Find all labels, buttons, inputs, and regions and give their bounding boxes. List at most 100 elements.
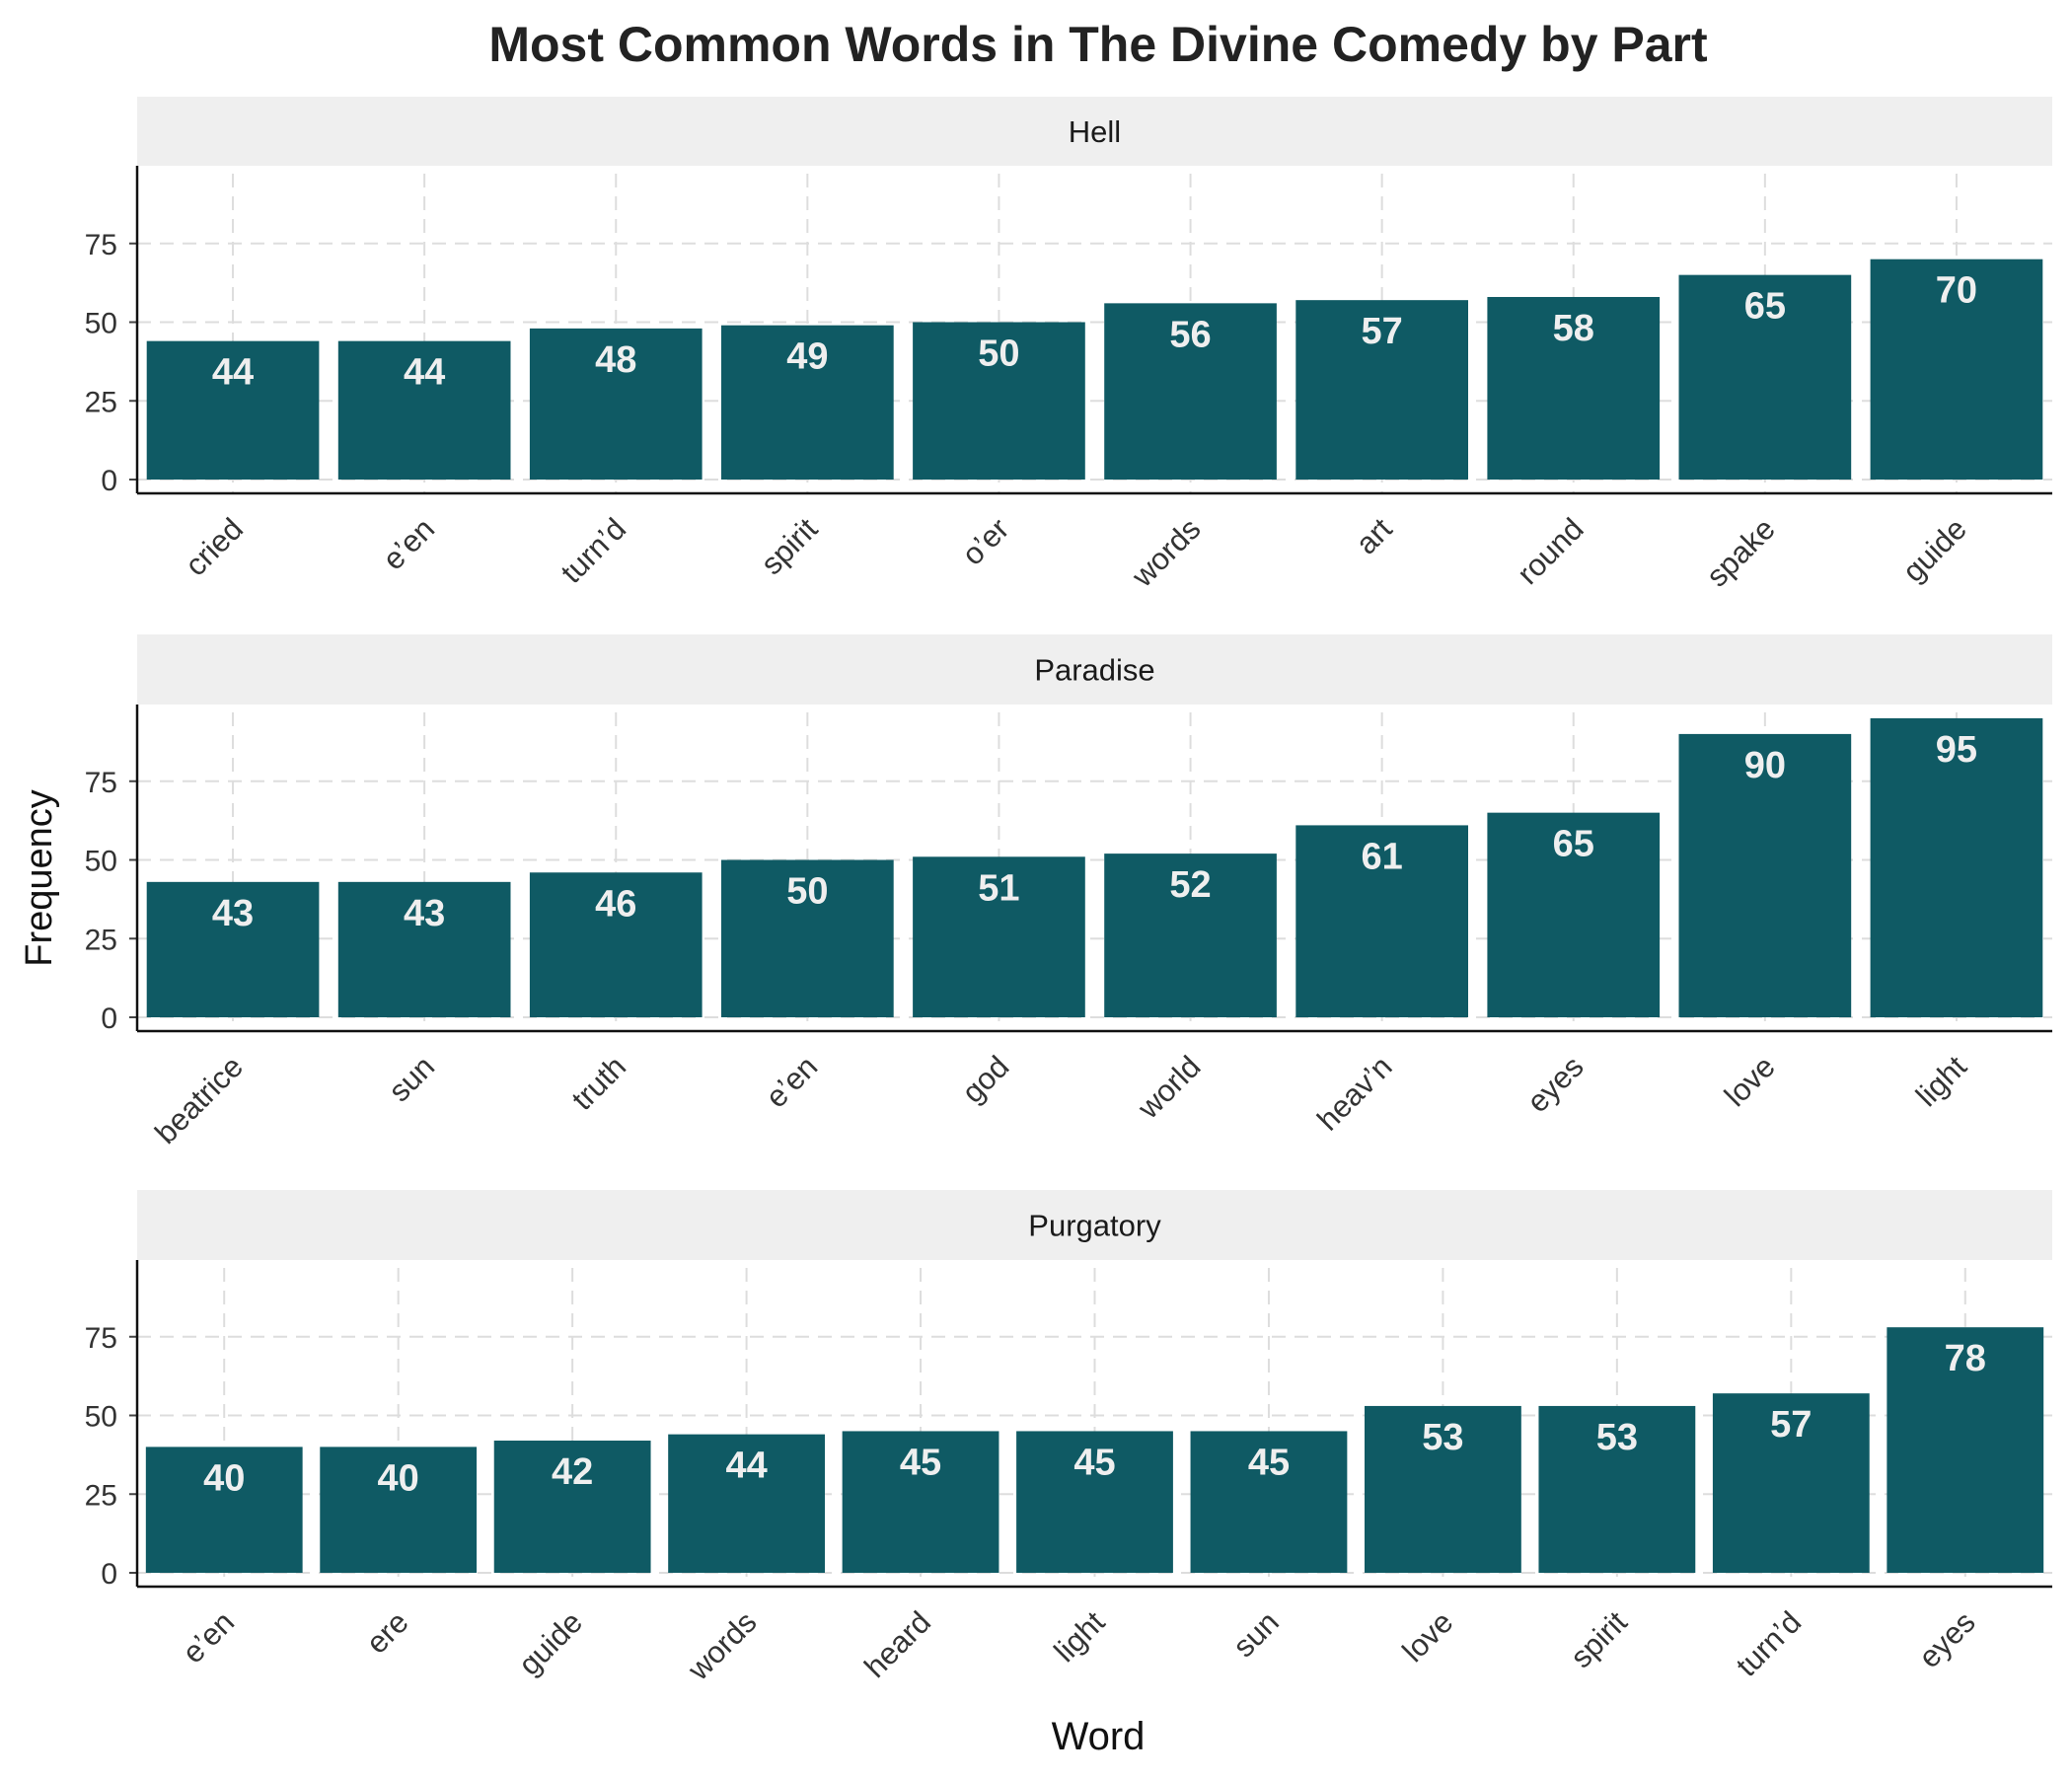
bar-value-label: 45: [900, 1442, 941, 1483]
bar: [913, 856, 1085, 1017]
facet-strip: [137, 1190, 2052, 1260]
bar: [1678, 733, 1852, 1017]
facet-strip: [137, 97, 2052, 166]
bar: [1870, 259, 2043, 480]
bar: [1104, 303, 1277, 480]
bar: [337, 881, 511, 1017]
bar-value-label: 45: [1073, 1442, 1115, 1483]
bar-value-label: 53: [1596, 1417, 1638, 1458]
x-tick-label: words: [1125, 511, 1208, 594]
x-tick-label: spirit: [754, 511, 824, 581]
x-tick-label: spake: [1700, 511, 1782, 593]
bar-value-label: 44: [725, 1446, 767, 1487]
bar: [1887, 1327, 2044, 1573]
facets: Hell 0 25 50 75 44 cried 44 e’en 48 turn’d 49 spirit…: [85, 97, 2052, 1687]
bar: [1487, 812, 1661, 1017]
bar-value-label: 44: [212, 352, 254, 394]
bar: [721, 859, 894, 1017]
chart-title: Most Common Words in The Divine Comedy b…: [488, 17, 1708, 72]
bar-value-label: 48: [595, 339, 636, 381]
x-tick-label: god: [955, 1049, 1015, 1109]
x-tick-label: love: [1718, 1049, 1782, 1113]
y-axis-label: Frequency: [19, 789, 60, 967]
y-tick-label: 75: [85, 229, 117, 261]
bar: [1678, 274, 1852, 480]
bar: [337, 340, 511, 480]
bar-value-label: 51: [978, 867, 1019, 909]
facet-hell: Hell 0 25 50 75 44 cried 44 e’en 48 turn’d 49 spirit…: [85, 97, 2052, 594]
x-tick-label: beatrice: [148, 1049, 250, 1150]
facet-strip-label: Purgatory: [1028, 1209, 1161, 1243]
x-tick-label: e’en: [759, 1049, 824, 1114]
bar: [1190, 1431, 1348, 1573]
x-tick-label: heav’n: [1310, 1049, 1398, 1137]
bar-value-label: 49: [786, 336, 828, 378]
x-tick-label: spirit: [1564, 1604, 1634, 1674]
x-tick-label: world: [1131, 1049, 1208, 1126]
bar: [146, 881, 320, 1017]
y-tick-label: 0: [101, 1002, 117, 1035]
x-tick-label: turn’d: [1730, 1604, 1809, 1683]
bar-value-label: 52: [1169, 864, 1211, 906]
bar: [1016, 1431, 1173, 1573]
bar: [529, 872, 703, 1017]
bar-value-label: 65: [1744, 286, 1786, 328]
bar: [1295, 300, 1468, 480]
bar: [913, 322, 1085, 480]
bar-value-label: 57: [1362, 311, 1403, 352]
x-tick-label: light: [1047, 1604, 1111, 1669]
x-tick-label: turn’d: [555, 511, 633, 590]
x-tick-label: e’en: [376, 511, 441, 576]
bar: [320, 1447, 478, 1573]
bar: [668, 1434, 825, 1573]
x-tick-label: art: [1349, 511, 1399, 561]
x-tick-label: words: [681, 1604, 764, 1687]
y-tick-label: 25: [85, 386, 117, 418]
bar-value-label: 57: [1770, 1404, 1812, 1446]
facet-strip: [137, 634, 2052, 705]
facet-paradise: Paradise 0 25 50 75 43 beatrice 43 sun 46 truth 50 e…: [85, 634, 2052, 1150]
x-tick-label: sun: [382, 1049, 441, 1108]
bar-value-label: 45: [1248, 1442, 1290, 1483]
bar: [1870, 717, 2043, 1017]
y-tick-label: 75: [85, 1322, 117, 1355]
bar: [1538, 1405, 1696, 1573]
bar-value-label: 43: [404, 893, 445, 934]
bar-value-label: 61: [1362, 836, 1403, 877]
bar-value-label: 78: [1945, 1338, 1986, 1379]
y-tick-label: 50: [85, 1401, 117, 1434]
bar-value-label: 44: [404, 352, 445, 394]
bar-value-label: 53: [1422, 1417, 1463, 1458]
bar-value-label: 90: [1744, 745, 1786, 786]
bar: [493, 1441, 651, 1573]
y-tick-label: 25: [85, 1479, 117, 1512]
y-tick-label: 25: [85, 924, 117, 956]
facet-strip-label: Hell: [1069, 114, 1121, 149]
bar: [146, 340, 320, 480]
x-tick-label: cried: [179, 511, 250, 582]
x-tick-label: guide: [512, 1604, 589, 1681]
bar: [1295, 825, 1468, 1017]
y-tick-label: 50: [85, 308, 117, 340]
bar: [1104, 853, 1277, 1017]
x-tick-label: e’en: [176, 1604, 241, 1670]
bar: [1712, 1393, 1870, 1573]
y-tick-label: 50: [85, 846, 117, 878]
x-tick-label: light: [1909, 1049, 1973, 1113]
y-tick-label: 0: [101, 1558, 117, 1591]
bar-value-label: 42: [552, 1451, 593, 1493]
x-tick-label: ere: [359, 1604, 414, 1660]
bar: [721, 325, 894, 480]
y-tick-label: 0: [101, 465, 117, 497]
x-tick-label: round: [1511, 511, 1591, 591]
bar-value-label: 70: [1936, 270, 1977, 312]
x-tick-label: love: [1395, 1604, 1459, 1669]
x-tick-label: guide: [1896, 511, 1973, 588]
bar-value-label: 58: [1553, 308, 1594, 349]
x-tick-label: heard: [857, 1604, 937, 1684]
bar-value-label: 50: [786, 871, 828, 913]
x-axis-label: Word: [1052, 1715, 1146, 1758]
bar: [1365, 1405, 1521, 1573]
